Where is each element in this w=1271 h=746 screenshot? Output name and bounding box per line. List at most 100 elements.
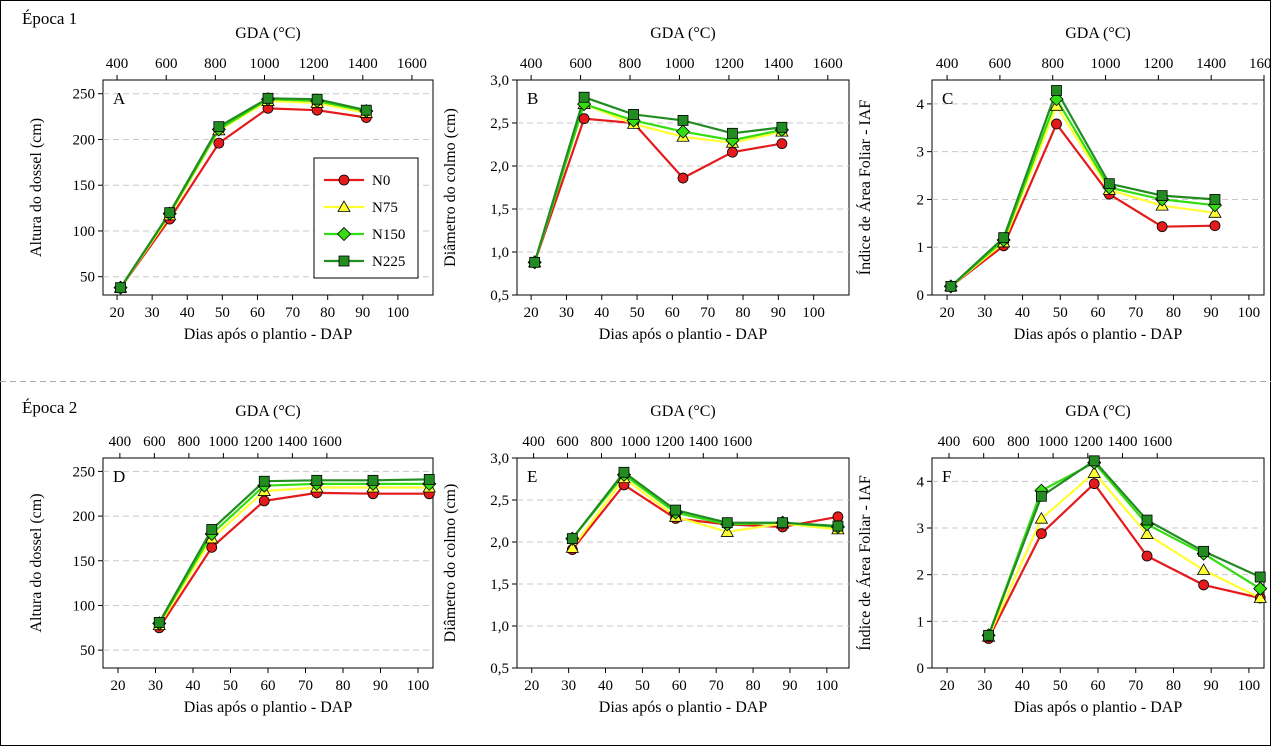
- data-point-n225: [262, 92, 274, 104]
- x-tick-label: 40: [598, 678, 613, 694]
- x-tick-label: 60: [1091, 305, 1106, 321]
- x2-tick-label: 600: [569, 56, 592, 72]
- series-line-n0: [158, 491, 430, 629]
- y-tick-label: 4: [917, 474, 925, 490]
- x-tick-label: 100: [816, 678, 839, 694]
- x-tick-label: 60: [261, 678, 276, 694]
- data-point-n225: [1198, 545, 1210, 557]
- data-point-n0: [727, 146, 738, 158]
- x2-tick-label: 800: [178, 434, 201, 450]
- series-line-n150: [533, 102, 783, 263]
- x-tick-label: 30: [559, 305, 574, 321]
- data-point-n0: [776, 138, 788, 150]
- data-point-n75: [565, 541, 580, 553]
- y-tick-label: 50: [80, 643, 95, 659]
- data-point-n0: [677, 172, 689, 184]
- data-point-n225: [727, 127, 738, 139]
- legend: N0 N75 N150 N225: [313, 157, 419, 279]
- panel-b: 0,5 1,0 1,5 2,0 2,5 3,0 20 30 40 50 60 70 80 90 100 400…: [442, 25, 850, 343]
- data-point-n225: [1103, 178, 1115, 190]
- data-point-n225: [311, 93, 323, 105]
- x2-tick-label: 1400: [688, 434, 718, 450]
- data-point-n0: [1051, 118, 1062, 130]
- series-line-n225: [158, 478, 430, 623]
- x-tick-label: 40: [594, 305, 609, 321]
- x2-tick-label: 1400: [348, 56, 378, 72]
- x-tick-label: 20: [111, 678, 126, 694]
- x-tick-label: 70: [700, 305, 715, 321]
- x2-tick-label: 600: [143, 434, 166, 450]
- y-tick-label: 2,5: [490, 493, 509, 509]
- x-tick-label: 40: [186, 678, 201, 694]
- x2-tick-label: 1600: [312, 434, 342, 450]
- series-line-n225: [950, 87, 1216, 288]
- y-axis-title: Diâmetro do colmo (cm): [442, 484, 459, 643]
- data-point-n0: [1088, 478, 1100, 490]
- data-point-n0: [1141, 550, 1153, 562]
- data-point-n225: [832, 520, 844, 532]
- y-tick-label: 100: [73, 598, 96, 614]
- data-point-n225: [578, 91, 590, 103]
- series-line-n225: [119, 97, 367, 289]
- data-point-n225: [360, 104, 372, 116]
- panel-letter: C: [942, 89, 953, 108]
- x-tick-label: 80: [736, 305, 751, 321]
- x2-tick-label: 1000: [664, 56, 694, 72]
- data-point-n225: [721, 517, 733, 529]
- x-tick-label: 50: [1053, 305, 1068, 321]
- x-tick-label: 20: [940, 678, 955, 694]
- legend-marker-n150: [336, 226, 352, 242]
- y-tick-label: 2,0: [490, 535, 509, 551]
- y-axis-title: Altura do dossel (cm): [28, 118, 45, 257]
- series-line-n75: [950, 103, 1216, 288]
- x-tick-label: 70: [285, 305, 300, 321]
- data-point-n225: [1141, 514, 1153, 526]
- x-tick-label: 60: [1091, 678, 1106, 694]
- x2-tick-label: 1000: [1091, 56, 1121, 72]
- y-axis-title: Índice de Área Foliar - IAF: [855, 475, 874, 651]
- x2-tick-label: 1600: [397, 56, 427, 72]
- data-point-n225: [945, 280, 957, 292]
- data-point-n150: [675, 124, 691, 139]
- x2-tick-label: 400: [109, 434, 132, 450]
- x-tick-label: 70: [709, 678, 724, 694]
- y-tick-label: 1,0: [490, 245, 509, 261]
- y-tick-label: 100: [73, 224, 96, 240]
- y-tick-label: 3: [917, 521, 925, 537]
- data-point-n225: [677, 115, 689, 126]
- x-tick-label: 50: [1053, 678, 1068, 694]
- x2-tick-label: 400: [106, 56, 129, 72]
- y-tick-label: 1: [917, 614, 925, 630]
- season-label-1: Época 1: [22, 9, 77, 28]
- data-point-n225: [311, 474, 323, 486]
- y-tick-label: 0: [917, 661, 925, 677]
- x2-tick-label: 400: [520, 56, 543, 72]
- x2-tick-label: 1600: [1142, 434, 1172, 450]
- data-point-n75: [1087, 466, 1101, 478]
- x2-tick-label: 1000: [249, 56, 279, 72]
- panel-letter: A: [113, 89, 126, 108]
- x-tick-label: 20: [940, 305, 955, 321]
- data-point-n0: [1209, 220, 1221, 232]
- series-line-n150: [987, 461, 1261, 636]
- x2-tick-label: 400: [522, 434, 545, 450]
- data-point-n225: [153, 617, 165, 628]
- data-point-n225: [983, 629, 994, 641]
- series-line-n225: [987, 459, 1261, 636]
- y-tick-label: 2: [917, 568, 925, 584]
- x2-tick-label: 1200: [1143, 56, 1173, 72]
- y-tick-label: 200: [73, 509, 96, 525]
- series-line-n75: [158, 486, 430, 626]
- x-tick-label: 30: [977, 678, 992, 694]
- data-point-n225: [1254, 571, 1266, 583]
- series-line-n75: [987, 471, 1261, 638]
- y-tick-label: 1,5: [490, 202, 509, 218]
- data-point-n0: [1036, 528, 1047, 539]
- x-tick-label: 20: [524, 305, 539, 321]
- series-line-n0: [950, 121, 1216, 288]
- x2-tick-label: 1200: [654, 434, 684, 450]
- data-point-n225: [998, 232, 1010, 244]
- data-point-n75: [1140, 527, 1154, 539]
- data-point-n225: [776, 121, 788, 133]
